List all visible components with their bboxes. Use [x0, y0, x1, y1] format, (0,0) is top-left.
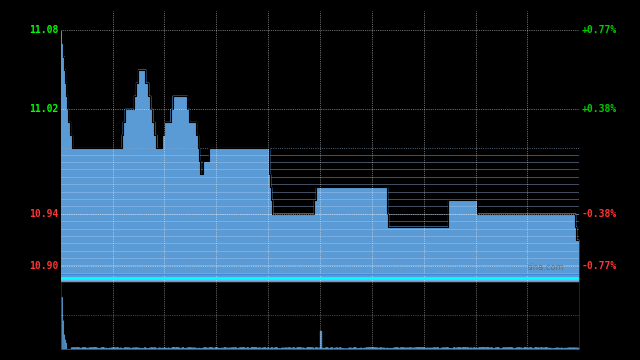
Text: +0.38%: +0.38% [582, 104, 617, 114]
Text: sina.com: sina.com [527, 263, 564, 272]
Text: -0.77%: -0.77% [582, 261, 617, 271]
Text: -0.38%: -0.38% [582, 208, 617, 219]
Text: 11.02: 11.02 [29, 104, 58, 114]
Text: 10.90: 10.90 [29, 261, 58, 271]
Text: 11.08: 11.08 [29, 26, 58, 35]
Text: +0.77%: +0.77% [582, 26, 617, 35]
Text: 10.94: 10.94 [29, 208, 58, 219]
